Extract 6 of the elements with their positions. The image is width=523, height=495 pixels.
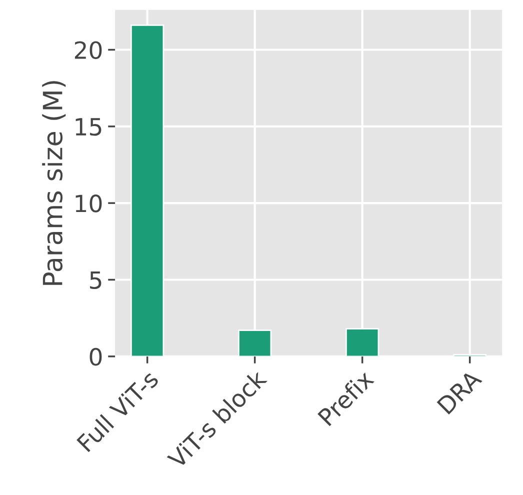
y-tick-label: 15	[76, 118, 102, 136]
y-tick-label: 5	[90, 271, 102, 290]
y-axis-title: Params size (M)	[42, 81, 66, 285]
y-tick-label: 20	[74, 41, 102, 60]
y-tick-label: 10	[76, 194, 102, 212]
y-tick-label: 0	[90, 348, 102, 366]
